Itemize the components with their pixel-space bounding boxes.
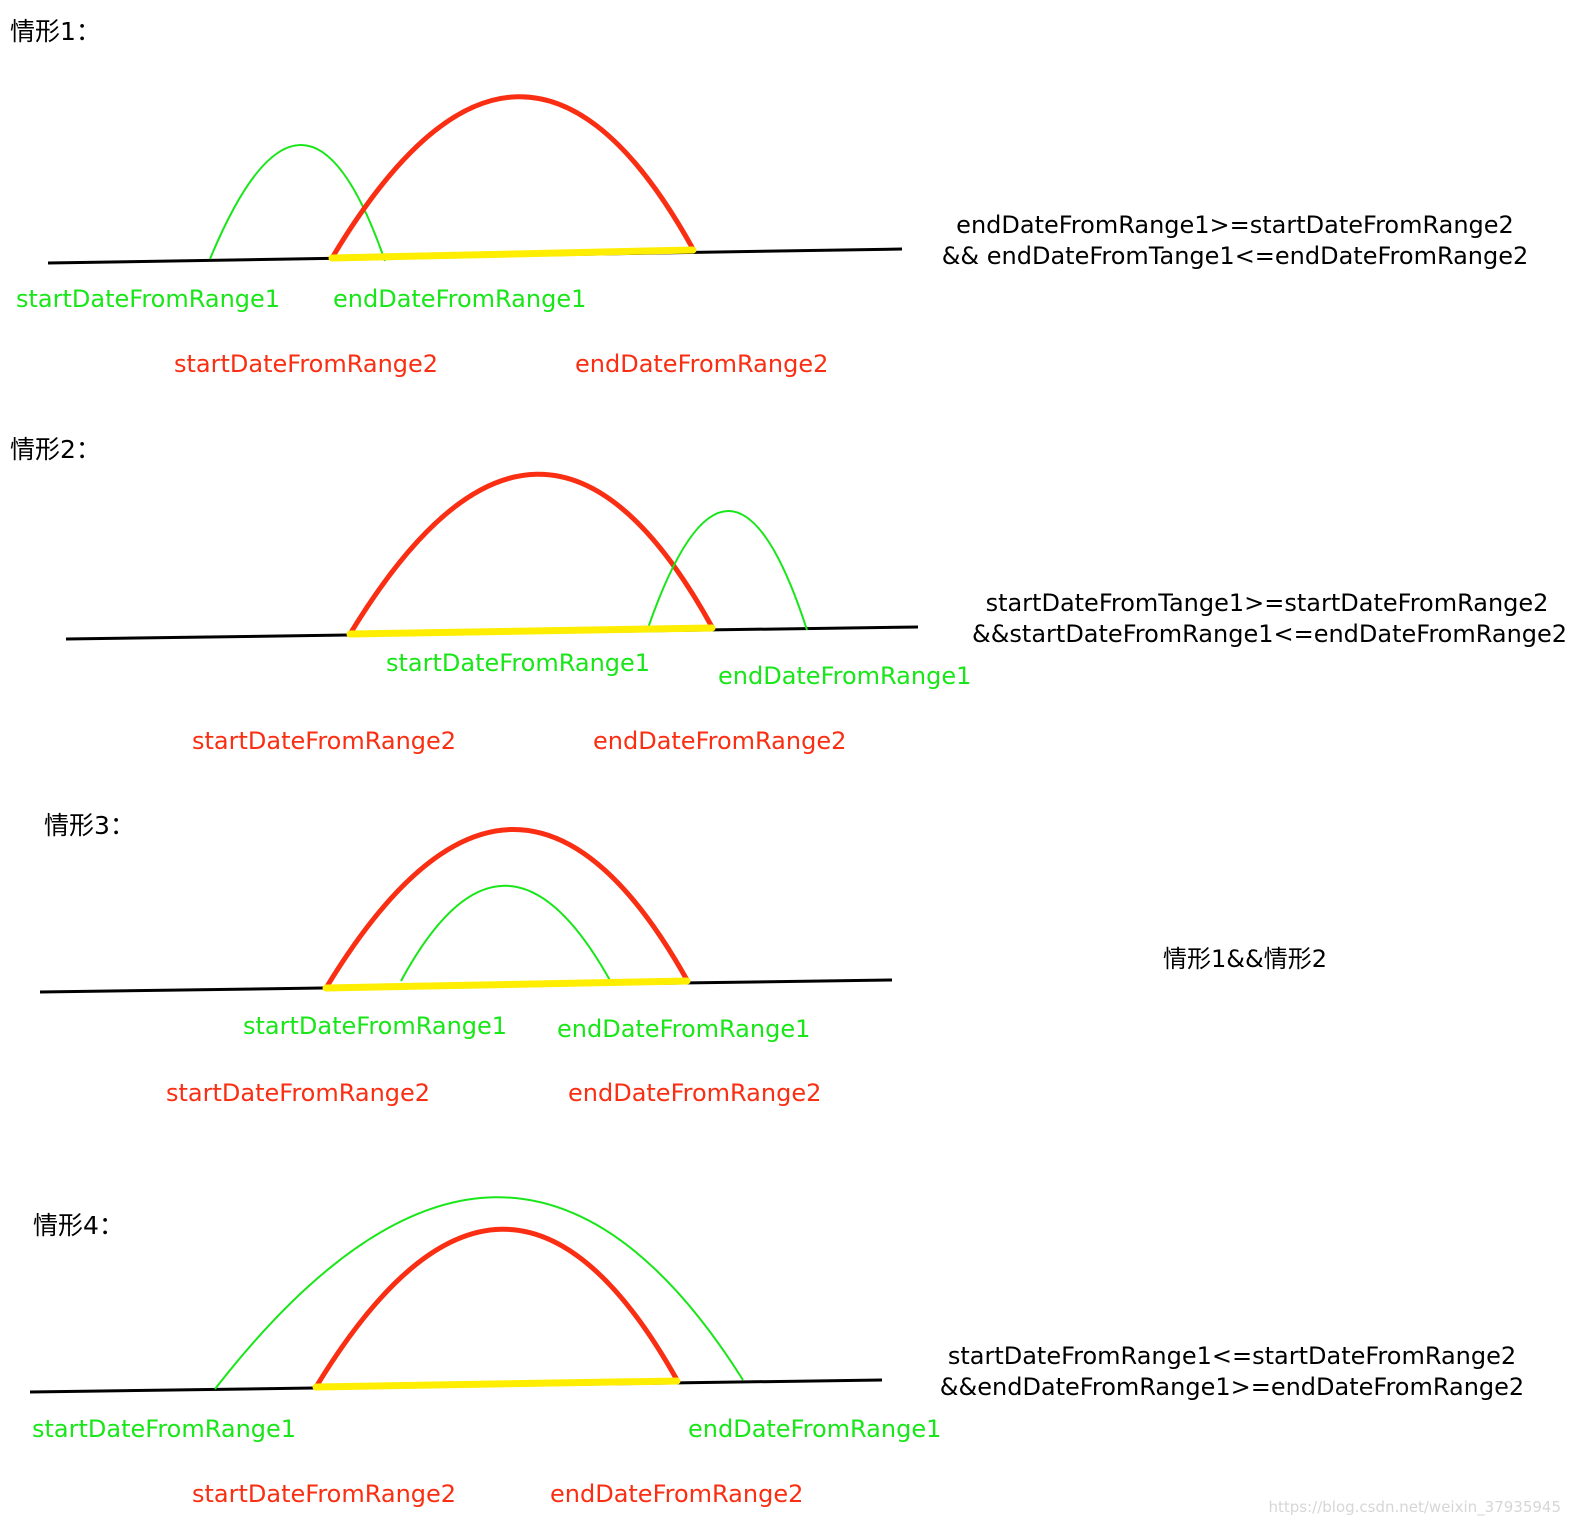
case-2-end-range2-label: endDateFromRange2 — [593, 727, 847, 755]
case-4-condition-line-1: startDateFromRange1<=startDateFromRange2 — [947, 1342, 1517, 1370]
case-1-condition: endDateFromRange1>=startDateFromRange2 &… — [940, 210, 1530, 272]
case-1-end-range1-label: endDateFromRange1 — [333, 285, 587, 313]
range2-arc — [329, 94, 696, 260]
case-3-condition: 情形1&&情形2 — [1040, 944, 1450, 975]
case-1-drawing — [47, 94, 903, 265]
case-4-drawing — [29, 1196, 883, 1394]
case-3-drawing — [39, 827, 893, 994]
range1-arc — [647, 510, 808, 631]
case-3-end-range2-label: endDateFromRange2 — [568, 1079, 822, 1107]
case-2-start-range1-label: startDateFromRange1 — [386, 649, 651, 677]
case-1-end-range2-label: endDateFromRange2 — [575, 350, 829, 378]
case-2-start-range2-label: startDateFromRange2 — [192, 727, 457, 755]
case-3-end-range1-label: endDateFromRange1 — [557, 1015, 811, 1043]
case-1-start-range1-label: startDateFromRange1 — [16, 285, 281, 313]
case-4-condition-line-2: &&endDateFromRange1>=endDateFromRange2 — [939, 1373, 1525, 1401]
case-2-end-range1-label: endDateFromRange1 — [718, 662, 972, 690]
range2-arc — [313, 1226, 680, 1389]
case-3-title: 情形3： — [44, 811, 135, 840]
case-3-condition-line-1: 情形1&&情形2 — [1163, 945, 1327, 973]
case-4-condition: startDateFromRange1<=startDateFromRange2… — [936, 1341, 1528, 1403]
range1-arc — [214, 1196, 744, 1390]
case-3-start-range1-label: startDateFromRange1 — [243, 1012, 508, 1040]
overlap-segment — [312, 1377, 681, 1391]
case-2-drawing — [65, 471, 919, 641]
case-4-end-range1-label: endDateFromRange1 — [688, 1415, 942, 1443]
case-4-start-range2-label: startDateFromRange2 — [192, 1480, 457, 1508]
case-3-start-range2-label: startDateFromRange2 — [166, 1079, 431, 1107]
range2-arc — [347, 471, 715, 636]
case-4-end-range2-label: endDateFromRange2 — [550, 1480, 804, 1508]
case-1-start-range2-label: startDateFromRange2 — [174, 350, 439, 378]
case-1-title: 情形1： — [10, 17, 101, 46]
watermark: https://blog.csdn.net/weixin_37935945 — [1268, 1498, 1561, 1516]
range2-arc — [323, 827, 690, 990]
range1-arc — [400, 884, 613, 985]
case-2-title: 情形2： — [10, 435, 101, 464]
case-2-condition: startDateFromTange1>=startDateFromRange2… — [972, 588, 1568, 650]
case-1-condition-line-2: && endDateFromTange1<=endDateFromRange2 — [941, 242, 1529, 270]
case-2-condition-line-2: &&startDateFromRange1<=endDateFromRange2 — [972, 620, 1568, 648]
overlap-segment — [322, 977, 691, 992]
case-2-condition-line-1: startDateFromTange1>=startDateFromRange2 — [985, 589, 1549, 617]
case-4-start-range1-label: startDateFromRange1 — [32, 1415, 297, 1443]
overlap-segment — [328, 246, 697, 262]
case-1-condition-line-1: endDateFromRange1>=startDateFromRange2 — [956, 211, 1514, 239]
range1-arc — [209, 144, 386, 262]
case-4-title: 情形4： — [33, 1211, 124, 1240]
overlap-segment — [346, 624, 716, 638]
